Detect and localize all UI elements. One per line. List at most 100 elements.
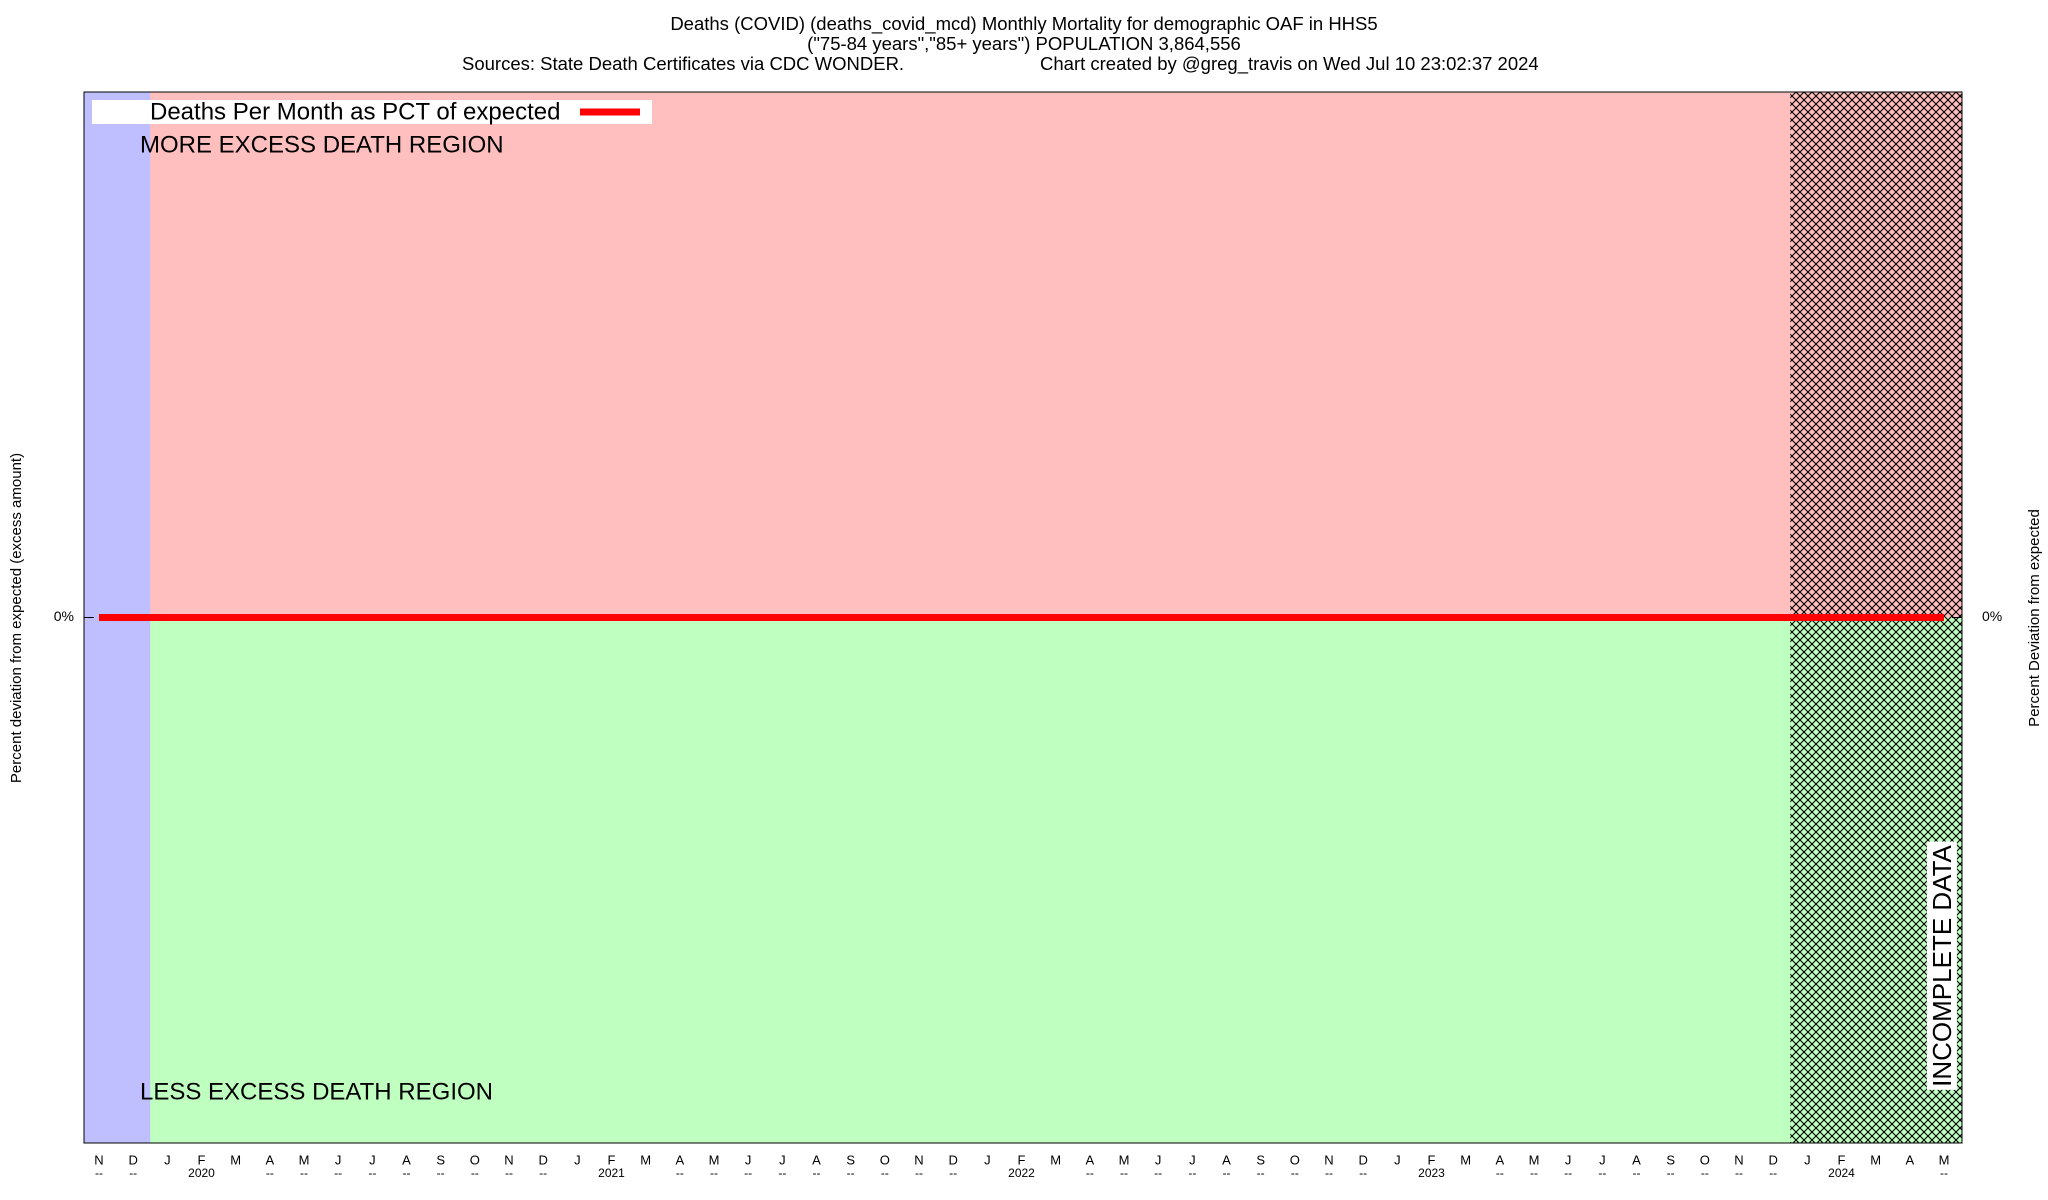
x-tick-label: S (846, 1152, 855, 1167)
x-sub-label: 2021 (598, 1166, 625, 1180)
x-tick-label: D (948, 1152, 957, 1167)
x-tick-label: M (1939, 1152, 1950, 1167)
x-tick-label: A (265, 1152, 274, 1167)
x-tick-label: F (608, 1152, 616, 1167)
x-tick-label: S (1666, 1152, 1675, 1167)
x-tick-label: M (230, 1152, 241, 1167)
x-tick-label: A (1495, 1152, 1504, 1167)
x-sub-label: -- (437, 1166, 445, 1180)
x-tick-label: F (1018, 1152, 1026, 1167)
x-sub-label: -- (368, 1166, 376, 1180)
x-tick-label: J (1189, 1152, 1196, 1167)
x-sub-label: -- (1735, 1166, 1743, 1180)
x-tick-label: A (1085, 1152, 1094, 1167)
x-tick-label: A (1905, 1152, 1914, 1167)
x-tick-label: S (436, 1152, 445, 1167)
x-sub-label: -- (539, 1166, 547, 1180)
x-tick-label: N (504, 1152, 513, 1167)
x-tick-label: O (880, 1152, 890, 1167)
x-tick-label: D (538, 1152, 547, 1167)
x-sub-label: -- (1530, 1166, 1538, 1180)
x-tick-label: M (299, 1152, 310, 1167)
x-sub-label: -- (1086, 1166, 1094, 1180)
x-sub-label: 2024 (1828, 1166, 1855, 1180)
x-tick-label: J (1599, 1152, 1606, 1167)
x-tick-label: A (675, 1152, 684, 1167)
deficit-region (84, 617, 1962, 1143)
x-sub-label: -- (471, 1166, 479, 1180)
x-sub-label: 2020 (188, 1166, 215, 1180)
x-sub-label: -- (813, 1166, 821, 1180)
x-tick-label: A (1632, 1152, 1641, 1167)
x-tick-label: F (198, 1152, 206, 1167)
x-tick-label: J (574, 1152, 581, 1167)
x-sub-label: -- (710, 1166, 718, 1180)
legend-label: Deaths Per Month as PCT of expected (150, 98, 560, 125)
x-tick-label: J (335, 1152, 342, 1167)
y-axis-label: Percent deviation from expected (excess … (8, 453, 25, 783)
x-tick-label: F (1838, 1152, 1846, 1167)
x-sub-label: -- (1769, 1166, 1777, 1180)
x-tick-label: M (1050, 1152, 1061, 1167)
x-tick-label: J (984, 1152, 991, 1167)
x-sub-label: -- (1940, 1166, 1948, 1180)
x-sub-label: -- (847, 1166, 855, 1180)
x-sub-label: -- (129, 1166, 137, 1180)
x-sub-label: -- (403, 1166, 411, 1180)
x-tick-label: M (1870, 1152, 1881, 1167)
x-sub-label: -- (1598, 1166, 1606, 1180)
x-tick-label: O (1700, 1152, 1710, 1167)
x-sub-label: -- (1325, 1166, 1333, 1180)
x-sub-label: -- (1359, 1166, 1367, 1180)
x-sub-label: -- (1667, 1166, 1675, 1180)
regions (84, 92, 1962, 1143)
annotation: MORE EXCESS DEATH REGION (140, 131, 504, 158)
x-tick-label: J (779, 1152, 786, 1167)
legend-box (92, 100, 652, 124)
x-sub-label: -- (1633, 1166, 1641, 1180)
x-sub-label: -- (1564, 1166, 1572, 1180)
x-tick-label: O (470, 1152, 480, 1167)
x-tick-label: M (1119, 1152, 1130, 1167)
x-tick-label: N (914, 1152, 923, 1167)
x-tick-label: A (1222, 1152, 1231, 1167)
x-tick-label: F (1428, 1152, 1436, 1167)
y2-axis-label: Percent Deviation from expected (2026, 509, 2043, 727)
x-sub-label: -- (1496, 1166, 1504, 1180)
x-sub-label: -- (1291, 1166, 1299, 1180)
x-tick-label: J (1565, 1152, 1572, 1167)
annotation: LESS EXCESS DEATH REGION (140, 1078, 493, 1105)
x-tick-label: J (745, 1152, 752, 1167)
x-sub-label: -- (334, 1166, 342, 1180)
x-tick-label: M (640, 1152, 651, 1167)
x-sub-label: -- (1701, 1166, 1709, 1180)
x-tick-label: M (1460, 1152, 1471, 1167)
x-tick-label: N (94, 1152, 103, 1167)
x-tick-label: M (1529, 1152, 1540, 1167)
credit-note: Chart created by @greg_travis on Wed Jul… (1040, 53, 1539, 75)
x-sub-label: -- (300, 1166, 308, 1180)
x-sub-label: -- (1257, 1166, 1265, 1180)
x-tick-label: J (164, 1152, 171, 1167)
x-tick-label: M (709, 1152, 720, 1167)
x-sub-label: -- (915, 1166, 923, 1180)
x-sub-label: -- (266, 1166, 274, 1180)
annotation-box (1926, 841, 1957, 1090)
x-sub-label: 2023 (1418, 1166, 1445, 1180)
x-tick-label: J (1804, 1152, 1811, 1167)
x-tick-label: A (402, 1152, 411, 1167)
x-tick-label: O (1290, 1152, 1300, 1167)
x-sub-label: -- (676, 1166, 684, 1180)
chart-subtitle: ("75-84 years","85+ years") POPULATION 3… (807, 33, 1241, 54)
x-sub-label: -- (1223, 1166, 1231, 1180)
source-note: Sources: State Death Certificates via CD… (462, 53, 904, 74)
x-tick-label: D (1358, 1152, 1367, 1167)
x-sub-label: -- (949, 1166, 957, 1180)
x-tick-label: J (1155, 1152, 1162, 1167)
y2-tick-label: 0% (1982, 608, 2002, 624)
x-sub-label: -- (1120, 1166, 1128, 1180)
excess-region (84, 92, 1962, 618)
x-tick-label: J (369, 1152, 376, 1167)
x-tick-label: N (1324, 1152, 1333, 1167)
